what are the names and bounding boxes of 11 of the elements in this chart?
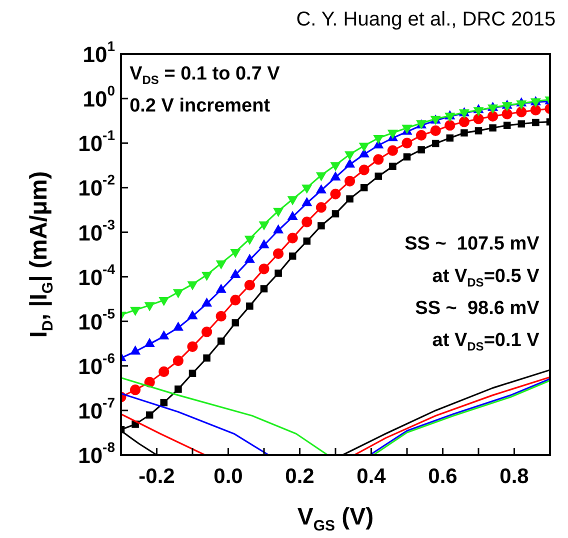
x-tick-label: 0.0 xyxy=(214,464,243,488)
chart-title: C. Y. Huang et al., DRC 2015 xyxy=(296,8,556,31)
x-tick-label: 0.6 xyxy=(428,464,458,488)
annotation: 0.2 V increment xyxy=(130,95,271,116)
x-tick-label: -0.2 xyxy=(138,464,175,488)
x-tick-label: 0.8 xyxy=(500,464,530,488)
annotation: SS ~ 98.6 mV xyxy=(415,298,540,319)
annotation: SS ~ 107.5 mV xyxy=(404,234,540,255)
x-tick-label: 0.2 xyxy=(285,464,314,488)
x-tick-label: 0.4 xyxy=(356,464,386,488)
y-axis-title: ID, |IG| (mA/μm) xyxy=(26,171,57,338)
